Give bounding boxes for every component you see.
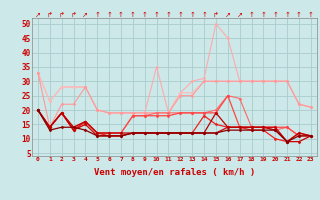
X-axis label: Vent moyen/en rafales ( km/h ): Vent moyen/en rafales ( km/h ): [94, 168, 255, 177]
